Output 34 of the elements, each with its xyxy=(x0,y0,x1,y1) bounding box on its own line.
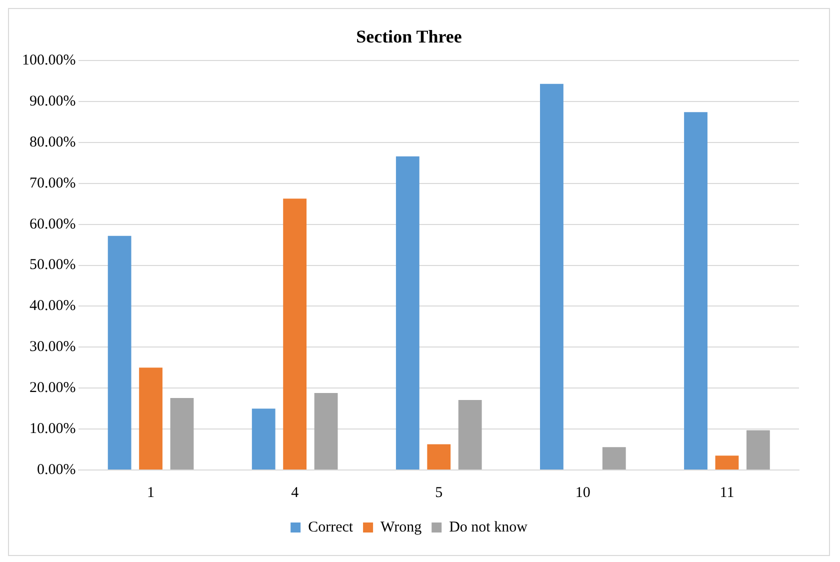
bar xyxy=(252,408,276,470)
x-tick-label: 10 xyxy=(575,484,590,501)
x-tick-label: 4 xyxy=(291,484,300,501)
y-tick-label: 70.00% xyxy=(29,175,76,192)
bar xyxy=(314,393,338,470)
legend-label: Do not know xyxy=(449,519,528,536)
y-tick-label: 40.00% xyxy=(29,298,76,314)
bar xyxy=(602,447,626,470)
y-tick-label: 20.00% xyxy=(29,380,76,396)
bar xyxy=(427,444,451,470)
bar xyxy=(540,84,564,470)
y-tick-label: 60.00% xyxy=(29,216,76,232)
bar xyxy=(746,430,770,470)
bar xyxy=(396,156,420,470)
bar xyxy=(458,400,482,470)
bar xyxy=(715,456,739,470)
y-tick-label: 100.00% xyxy=(22,52,76,69)
bar xyxy=(684,112,708,470)
chart-title: Section Three xyxy=(356,26,462,46)
x-tick-label: 5 xyxy=(435,484,443,501)
y-tick-label: 50.00% xyxy=(29,257,76,274)
y-tick-label: 0.00% xyxy=(36,462,76,478)
bar xyxy=(283,198,307,470)
x-tick-label: 11 xyxy=(720,484,734,501)
x-tick-label: 1 xyxy=(147,484,155,501)
y-tick-label: 10.00% xyxy=(29,420,76,437)
bar xyxy=(108,236,132,470)
bar xyxy=(170,398,194,470)
y-tick-label: 90.00% xyxy=(29,93,76,110)
y-tick-label: 80.00% xyxy=(29,134,76,150)
bar xyxy=(139,368,162,470)
legend-label: Correct xyxy=(308,519,354,536)
legend-label: Wrong xyxy=(380,519,422,536)
y-tick-label: 30.00% xyxy=(29,339,76,356)
